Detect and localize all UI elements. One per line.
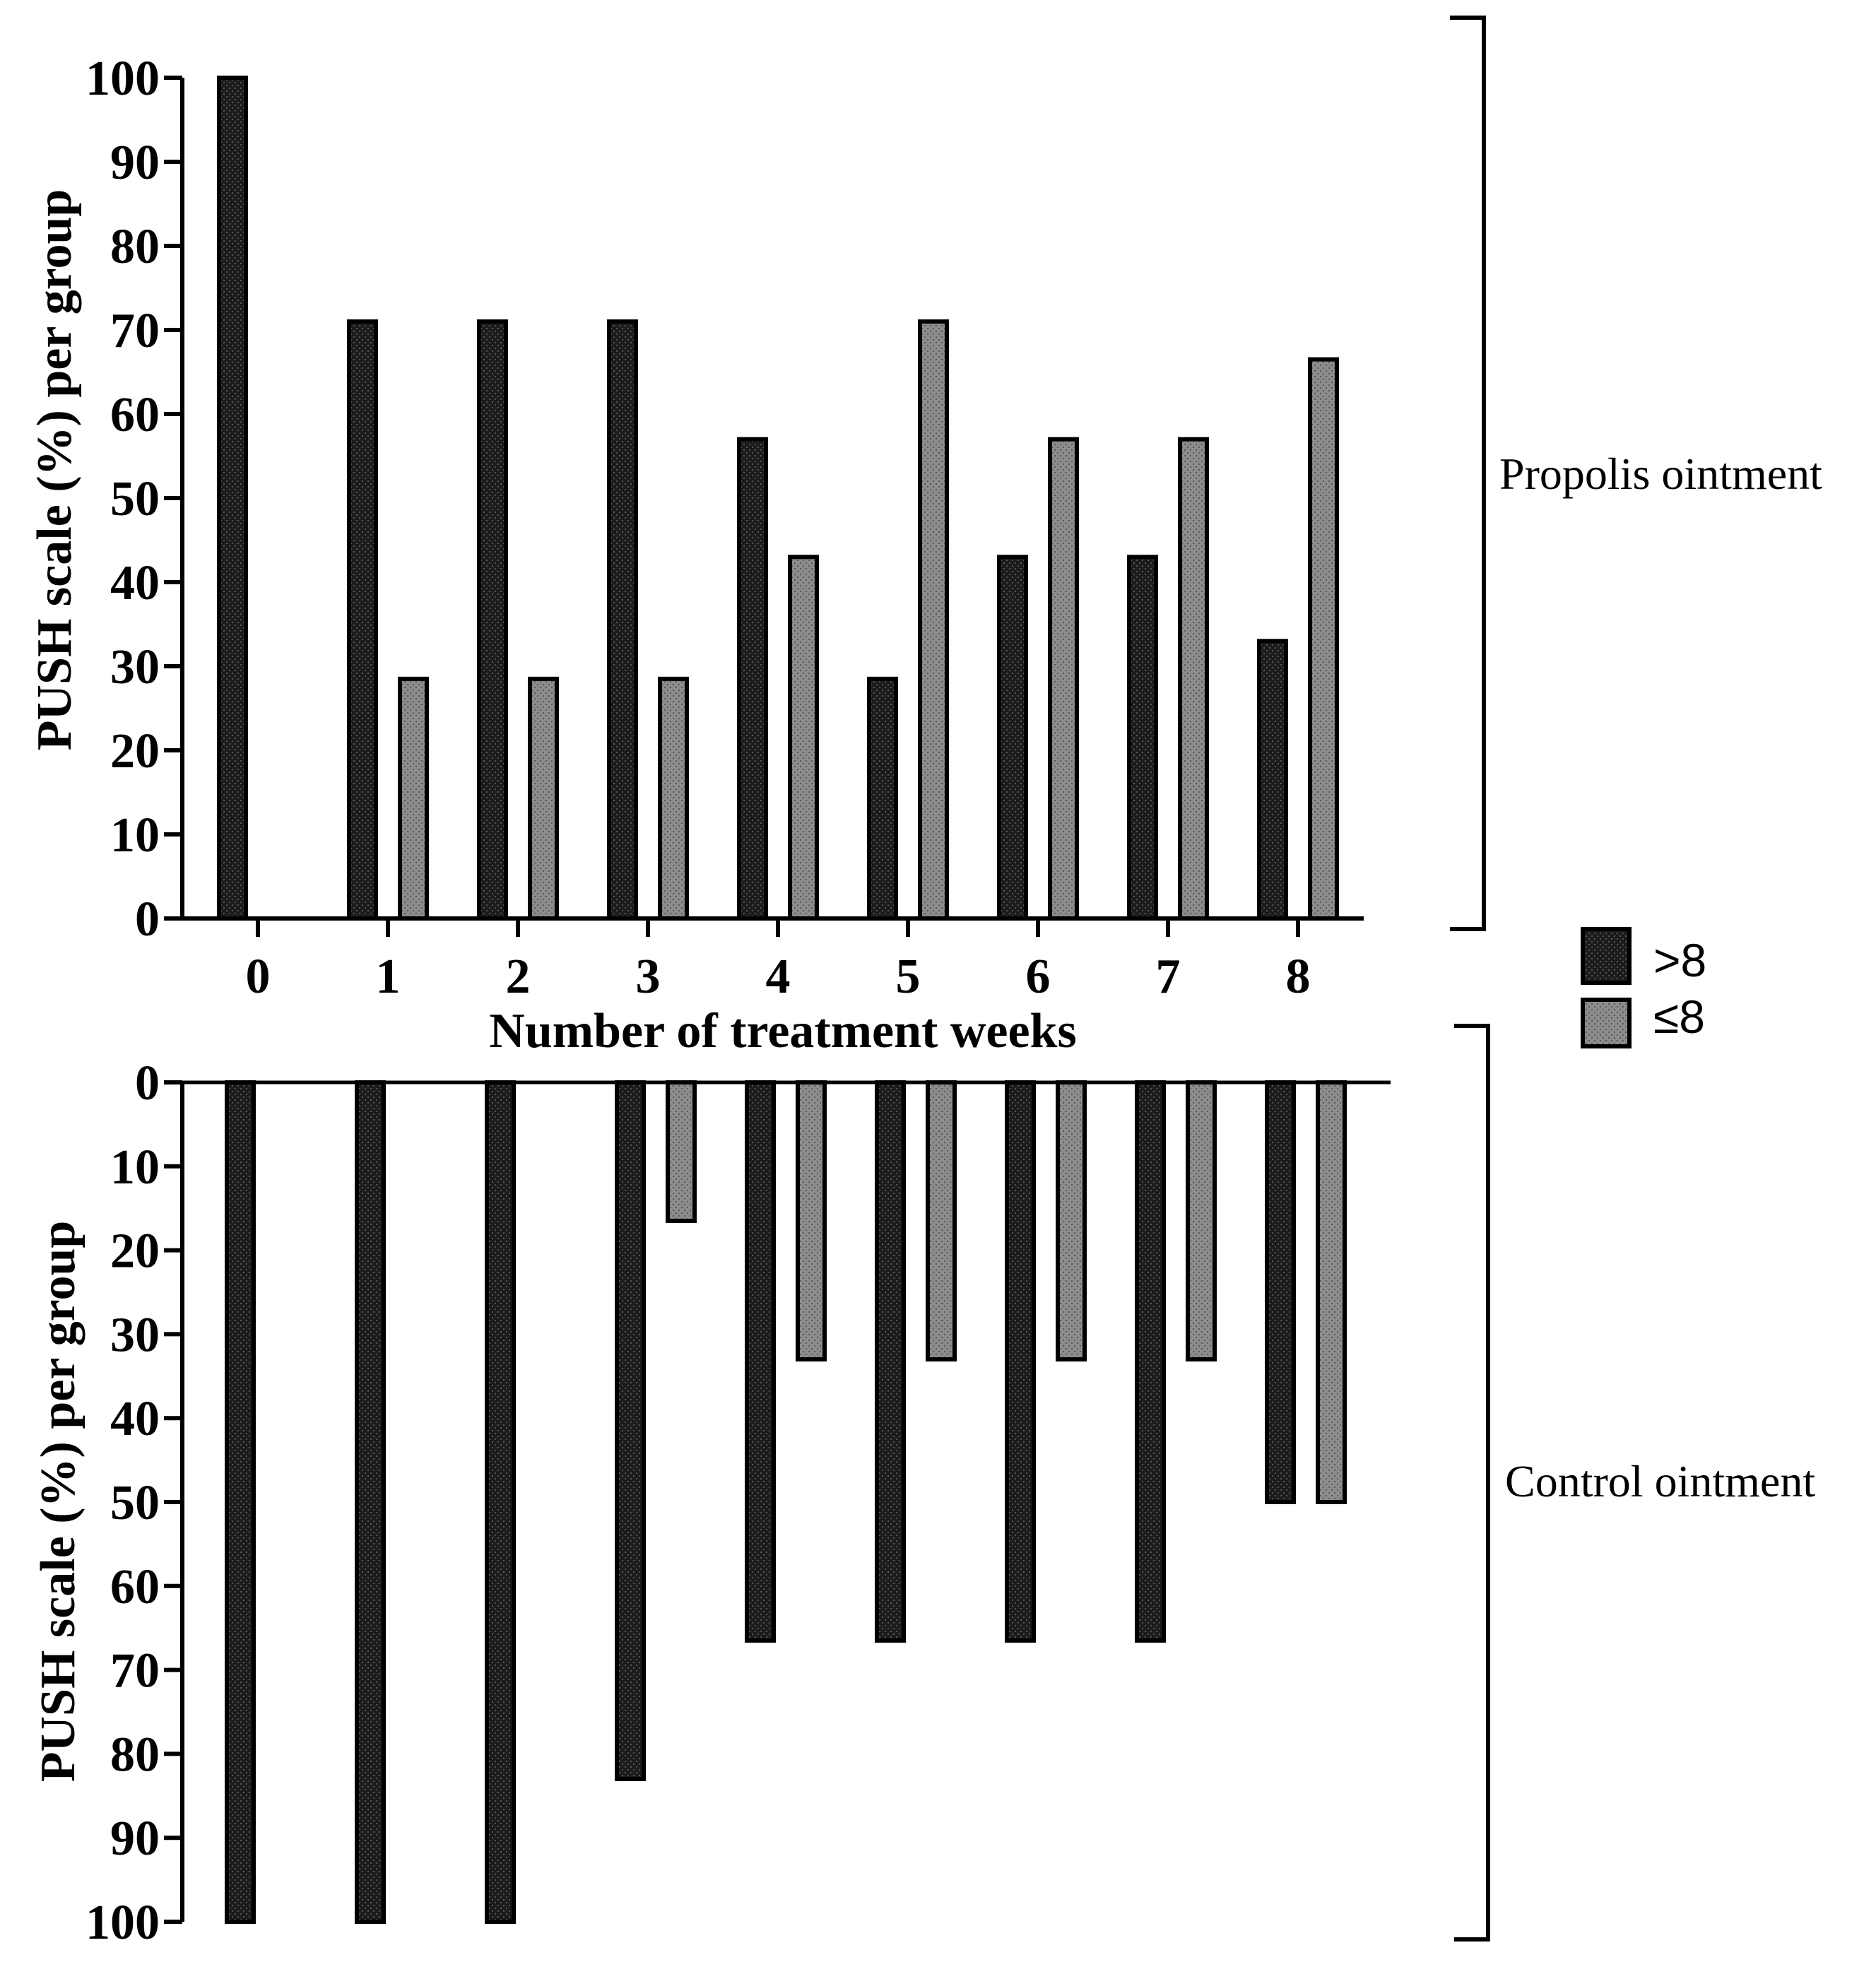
legend-label-light: ≤8 <box>1653 991 1705 1043</box>
top-y-tick-label: 0 <box>135 892 160 947</box>
bottom-bar-light-week-8 <box>1316 1080 1347 1504</box>
x-tick-label: 0 <box>246 950 271 1004</box>
bottom-y-tick-label: 70 <box>110 1644 160 1698</box>
bottom-bar-dark-week-0 <box>225 1080 256 1924</box>
legend-swatch-light <box>1581 998 1632 1048</box>
bottom-y-tick-label: 50 <box>110 1476 160 1530</box>
top-bar-light-week-5 <box>918 319 949 921</box>
propolis-bracket: Propolis ointment <box>1450 16 1822 931</box>
top-bar-dark-week-4 <box>737 437 768 921</box>
legend-item-light: ≤8 <box>1581 991 1705 1048</box>
top-y-tick-label: 50 <box>110 472 160 526</box>
top-y-tick-label: 20 <box>110 724 160 779</box>
top-y-tick-label: 40 <box>110 556 160 610</box>
bottom-bar-light-week-4 <box>796 1080 827 1362</box>
bottom-bar-dark-week-2 <box>485 1080 516 1924</box>
x-tick-label: 8 <box>1286 950 1311 1004</box>
top-bar-dark-week-8 <box>1257 639 1288 921</box>
propolis-group-label: Propolis ointment <box>1499 449 1822 499</box>
bottom-bar-dark-week-7 <box>1135 1080 1166 1643</box>
top-bar-dark-week-0 <box>217 76 248 921</box>
bottom-bar-dark-week-6 <box>1005 1080 1036 1643</box>
bottom-bar-dark-week-1 <box>355 1080 386 1924</box>
top-bar-light-week-8 <box>1308 357 1339 921</box>
bottom-y-tick-label: 90 <box>110 1812 160 1866</box>
x-tick-label: 4 <box>766 950 791 1004</box>
top-bar-dark-week-2 <box>477 319 508 921</box>
top-bar-dark-week-1 <box>347 319 378 921</box>
bottom-bar-dark-week-4 <box>745 1080 776 1643</box>
top-bar-dark-week-5 <box>867 676 898 921</box>
bottom-bar-dark-week-8 <box>1265 1080 1296 1504</box>
x-tick-label: 7 <box>1156 950 1181 1004</box>
bottom-bar-light-week-3 <box>666 1080 697 1224</box>
top-bar-dark-week-6 <box>997 555 1028 921</box>
bottom-bar-dark-week-3 <box>615 1080 646 1782</box>
bottom-y-axis-title: PUSH scale (%) per group <box>31 1221 85 1783</box>
top-y-tick-label: 80 <box>110 220 160 274</box>
bottom-y-tick-label: 20 <box>110 1224 160 1279</box>
top-y-tick-label: 10 <box>110 808 160 863</box>
top-y-axis-title: PUSH scale (%) per group <box>28 189 82 751</box>
bottom-y-tick-label: 30 <box>110 1308 160 1362</box>
x-tick-label: 2 <box>506 950 531 1004</box>
bottom-bar-light-week-6 <box>1056 1080 1087 1362</box>
bottom-bar-dark-week-5 <box>875 1080 906 1643</box>
x-tick-label: 3 <box>636 950 661 1004</box>
bottom-y-tick-label: 0 <box>135 1056 160 1111</box>
control-bracket: Control ointment <box>1454 1024 1815 1942</box>
x-tick-label: 1 <box>376 950 401 1004</box>
control-group-label: Control ointment <box>1505 1456 1815 1506</box>
top-bar-light-week-7 <box>1178 437 1209 921</box>
legend-label-dark: >8 <box>1653 934 1706 986</box>
legend-item-dark: >8 <box>1581 927 1706 986</box>
top-bar-dark-week-3 <box>607 319 638 921</box>
top-bar-light-week-6 <box>1048 437 1079 921</box>
bottom-bar-light-week-5 <box>926 1080 957 1362</box>
top-y-tick-label: 60 <box>110 388 160 442</box>
top-bar-light-week-3 <box>658 676 689 921</box>
top-bar-light-week-4 <box>788 555 819 921</box>
legend-swatch-dark <box>1581 927 1632 985</box>
top-y-tick-label: 70 <box>110 304 160 358</box>
bottom-y-tick-label: 100 <box>85 1896 160 1950</box>
top-bar-light-week-2 <box>528 676 559 921</box>
propolis-panel: 0 10 20 30 40 50 60 70 80 90 100 0 1 2 3 4 5 6 7 8 PUSH sc… <box>28 52 1364 1058</box>
bottom-y-tick-label: 10 <box>110 1140 160 1195</box>
legend: >8 ≤8 <box>1581 927 1706 1048</box>
top-y-tick-label: 100 <box>85 52 160 106</box>
x-tick-label: 5 <box>896 950 921 1004</box>
bottom-y-tick-label: 60 <box>110 1560 160 1614</box>
x-axis-title: Number of treatment weeks <box>489 1004 1076 1058</box>
control-panel: 0 10 20 30 40 50 60 70 80 90 100 PUSH scale (%) pe… <box>31 1056 1391 1950</box>
bottom-bar-light-week-7 <box>1186 1080 1217 1362</box>
top-bar-dark-week-7 <box>1127 555 1158 921</box>
top-y-tick-label: 30 <box>110 640 160 695</box>
top-y-tick-label: 90 <box>110 136 160 190</box>
x-tick-label: 6 <box>1026 950 1051 1004</box>
bottom-y-tick-label: 80 <box>110 1727 160 1782</box>
bottom-y-tick-label: 40 <box>110 1392 160 1446</box>
top-bar-light-week-1 <box>398 676 429 921</box>
